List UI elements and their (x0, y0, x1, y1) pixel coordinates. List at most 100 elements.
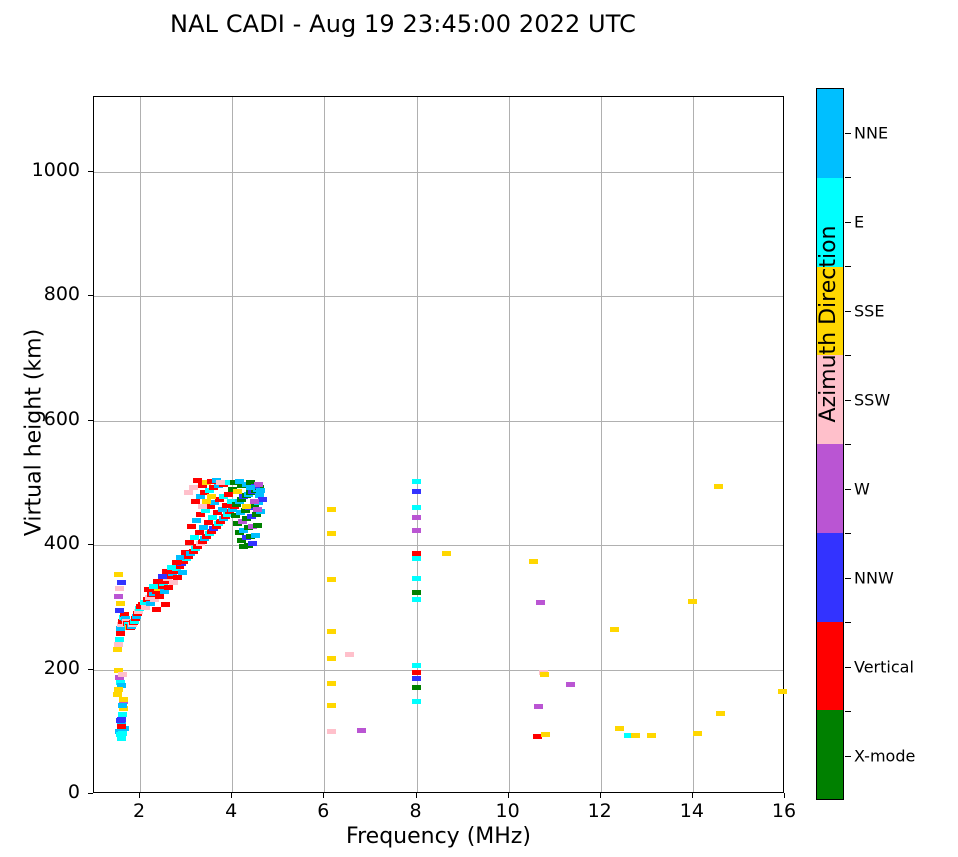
x-tick-label: 12 (587, 800, 612, 822)
colorbar-label-vertical: Vertical (854, 657, 914, 676)
echo-mark (141, 604, 151, 610)
echo-mark (114, 637, 124, 643)
echo-mark (199, 525, 209, 531)
echo-mark (211, 523, 221, 529)
echo-mark (255, 492, 265, 498)
echo-mark (116, 626, 126, 631)
y-axis-label: Virtual height (km) (21, 328, 47, 537)
echo-mark (412, 699, 421, 705)
echo-mark (224, 491, 233, 497)
echo-mark (167, 571, 177, 577)
colorbar-title: Azimuth Direction (816, 225, 841, 423)
echo-mark (566, 682, 576, 687)
echo-mark (326, 577, 336, 583)
echo-mark (233, 521, 243, 527)
echo-mark (188, 485, 198, 491)
azimuth-colorbar (816, 88, 844, 800)
echo-mark (412, 527, 421, 533)
colorbar-boundary-tick (845, 266, 851, 267)
echo-mark (623, 733, 633, 738)
echo-mark (412, 556, 421, 562)
echo-mark (154, 586, 163, 592)
echo-mark (249, 502, 259, 508)
echo-mark (117, 730, 127, 736)
page-title: NAL CADI - Aug 19 23:45:00 2022 UTC (170, 10, 636, 38)
echo-mark (130, 618, 139, 624)
echo-mark (190, 499, 200, 504)
echo-mark (227, 486, 237, 492)
echo-mark (179, 558, 189, 564)
echo-mark (148, 583, 158, 589)
echo-mark (209, 485, 219, 491)
echo-mark (112, 647, 122, 653)
y-tick (88, 668, 93, 670)
ionogram-plot-area (93, 96, 788, 793)
x-tick-label: 4 (225, 800, 238, 822)
echo-mark (240, 507, 250, 513)
echo-mark (326, 655, 336, 661)
echo-mark (170, 568, 180, 574)
echo-mark (232, 501, 242, 507)
x-tick-label: 10 (495, 800, 520, 822)
grid-lines (94, 97, 783, 792)
echo-mark (188, 548, 198, 554)
echo-mark (133, 608, 143, 614)
x-tick-label: 6 (317, 800, 330, 822)
echo-marks-layer (94, 97, 788, 792)
colorbar-segment-e (817, 177, 843, 267)
echo-mark (202, 480, 212, 486)
echo-mark (131, 616, 140, 621)
echo-mark (114, 607, 124, 613)
echo-mark (230, 480, 239, 486)
echo-mark (356, 728, 366, 733)
echo-mark (223, 511, 233, 517)
echo-mark (190, 546, 200, 552)
echo-mark (119, 612, 129, 618)
echo-mark (257, 496, 267, 502)
echo-mark (115, 630, 125, 636)
gridline-vertical (232, 97, 234, 792)
echo-mark (243, 525, 253, 531)
echo-mark (162, 568, 172, 574)
echo-mark (117, 735, 127, 741)
echo-mark (256, 509, 266, 514)
gridline-vertical (600, 97, 602, 792)
echo-mark (225, 509, 235, 514)
colorbar-label-e: E (854, 212, 865, 231)
colorbar-tick (845, 488, 851, 490)
echo-mark (207, 479, 216, 485)
echo-mark (540, 672, 549, 677)
colorbar-segment-vertical (817, 621, 843, 711)
echo-mark (158, 581, 168, 587)
echo-mark (117, 682, 127, 688)
echo-mark (202, 499, 212, 504)
echo-mark (166, 565, 176, 570)
echo-mark (254, 500, 264, 506)
echo-mark (412, 684, 421, 690)
gridline-vertical (416, 97, 418, 792)
gridline-horizontal (94, 669, 783, 671)
x-tick (691, 793, 693, 798)
x-tick-label: 16 (771, 800, 797, 822)
echo-mark (195, 541, 205, 547)
echo-mark (237, 518, 247, 524)
colorbar-boundary-tick (845, 533, 851, 534)
echo-mark (217, 506, 227, 512)
y-tick-label: 600 (43, 407, 80, 430)
x-tick (507, 793, 509, 798)
echo-mark (326, 703, 336, 709)
echo-mark (151, 588, 161, 594)
y-tick-label: 200 (43, 656, 80, 679)
echo-mark (116, 579, 126, 585)
colorbar-label-nnw: NNW (854, 568, 894, 587)
echo-mark (534, 704, 543, 710)
echo-mark (412, 479, 421, 485)
echo-mark (213, 510, 222, 516)
echo-mark (233, 489, 243, 495)
colorbar-tick (845, 577, 851, 579)
gridline-horizontal (94, 171, 783, 173)
y-tick (88, 170, 93, 172)
echo-mark (253, 522, 262, 528)
echo-mark (118, 672, 128, 677)
echo-mark (529, 558, 539, 564)
